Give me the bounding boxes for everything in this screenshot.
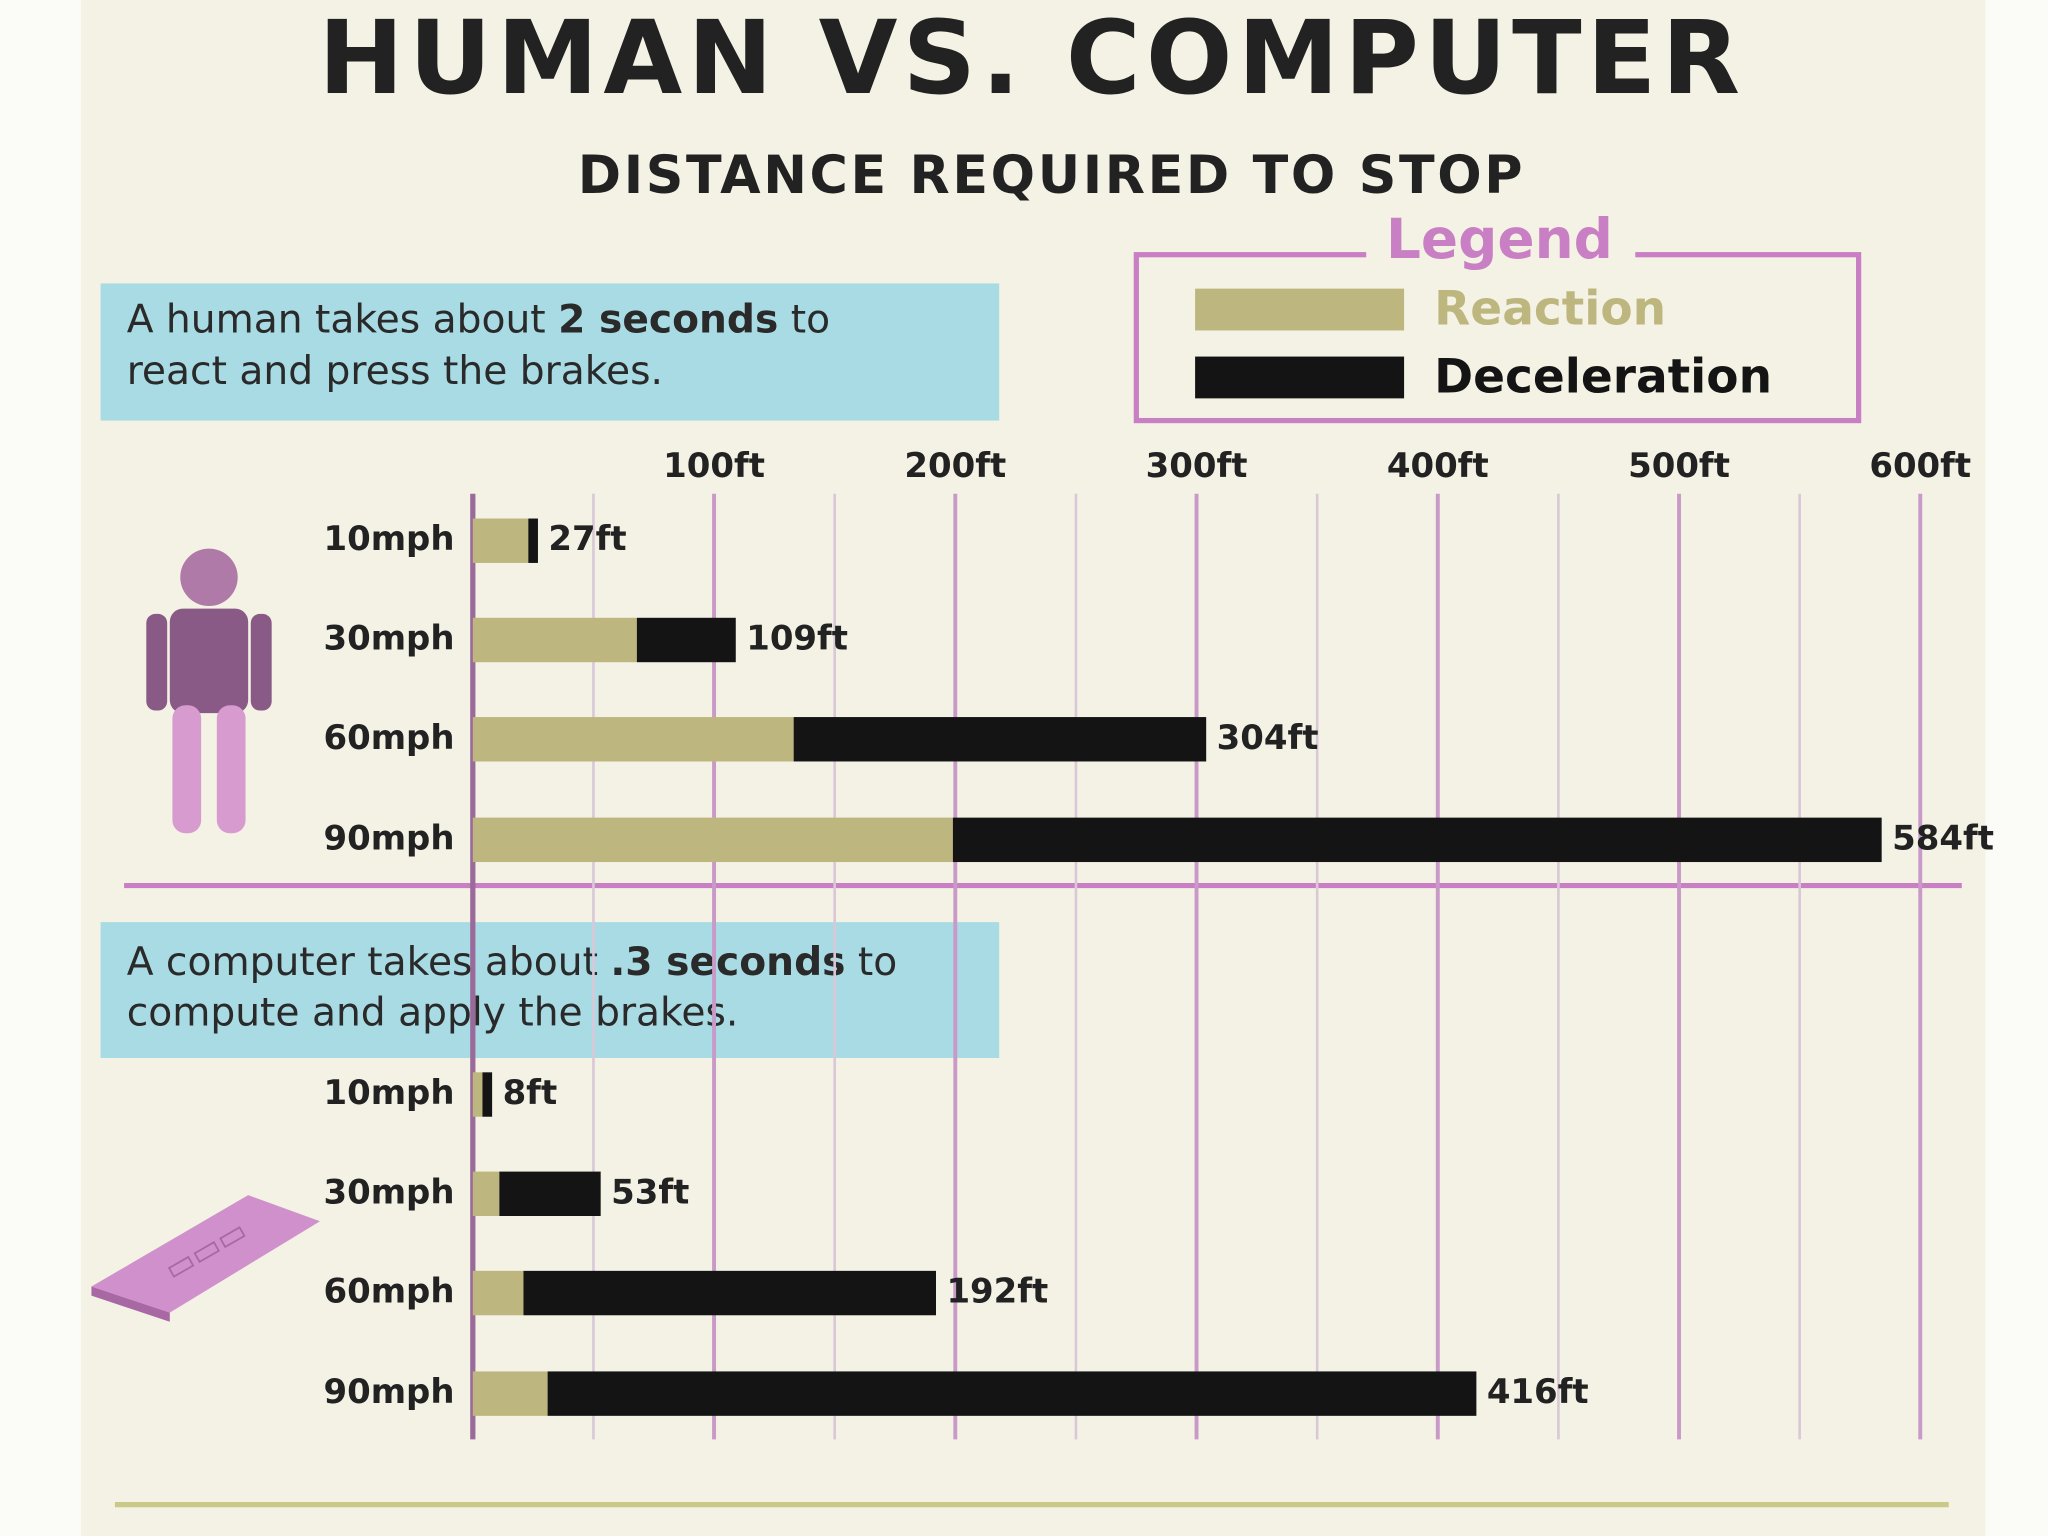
subtitle: DISTANCE REQUIRED TO STOP	[578, 146, 1525, 206]
category-label: 60mph	[323, 1272, 454, 1312]
bar-segment	[472, 1171, 500, 1216]
bar-segment	[472, 518, 529, 563]
value-label: 27ft	[548, 519, 626, 559]
bar-segment	[482, 1072, 493, 1117]
title: HUMAN VS. COMPUTER	[318, 0, 1745, 118]
bar-segment	[528, 518, 538, 563]
bar-segment	[472, 717, 794, 762]
legend-label: Reaction	[1434, 282, 1666, 337]
bar-segment	[472, 1371, 548, 1416]
bar-segment	[472, 1270, 524, 1316]
bar-segment	[472, 1072, 483, 1117]
note: react and press the brakes.	[127, 349, 663, 394]
bar-segment	[952, 817, 1882, 863]
bar-segment	[499, 1171, 601, 1216]
category-label: 90mph	[323, 818, 454, 858]
legend-swatch	[1195, 288, 1405, 331]
bar-segment	[547, 1371, 1477, 1416]
value-label: 304ft	[1217, 718, 1319, 758]
note: A human takes about 2 seconds to	[127, 297, 830, 342]
bar-segment	[472, 617, 637, 663]
legend-title: Legend	[1386, 207, 1613, 271]
human-icon	[146, 548, 272, 834]
note: A computer takes about .3 seconds to	[127, 939, 898, 984]
x-tick-label: 500ft	[1628, 446, 1730, 486]
category-label: 10mph	[323, 1073, 454, 1113]
note-box	[100, 922, 1000, 1058]
x-tick-label: 400ft	[1387, 446, 1489, 486]
legend-label: Deceleration	[1434, 350, 1772, 405]
category-label: 90mph	[323, 1372, 454, 1412]
category-label: 30mph	[323, 1172, 454, 1212]
bar-segment	[472, 817, 953, 863]
x-tick-label: 300ft	[1146, 446, 1248, 486]
value-label: 192ft	[946, 1272, 1048, 1312]
value-label: 53ft	[611, 1172, 689, 1212]
value-label: 8ft	[503, 1073, 558, 1113]
value-label: 416ft	[1487, 1372, 1589, 1412]
value-label: 109ft	[746, 619, 848, 659]
bar-segment	[523, 1270, 936, 1316]
legend-swatch	[1195, 356, 1405, 399]
legend-title-gap	[1366, 222, 1636, 275]
bar-segment	[793, 717, 1207, 762]
value-label: 584ft	[1892, 818, 1994, 858]
note-box	[100, 283, 1000, 421]
category-label: 30mph	[323, 619, 454, 659]
x-tick-label: 100ft	[663, 446, 765, 486]
x-tick-label: 600ft	[1869, 446, 1971, 486]
note: compute and apply the brakes.	[127, 990, 739, 1035]
category-label: 60mph	[323, 718, 454, 758]
x-tick-label: 200ft	[904, 446, 1006, 486]
category-label: 10mph	[323, 519, 454, 559]
bar-segment	[636, 617, 736, 663]
